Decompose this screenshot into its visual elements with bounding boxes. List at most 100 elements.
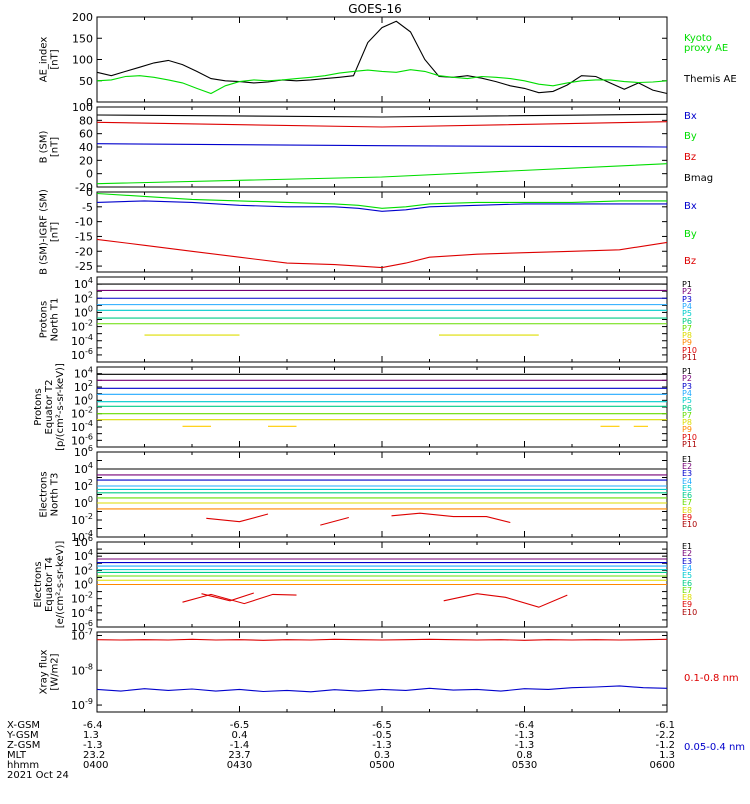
y-axis-label: Equator T2 xyxy=(44,380,55,435)
legend-entry: Bx xyxy=(684,201,697,212)
legend-entry: P1 xyxy=(682,367,692,376)
legend-entry: P8 xyxy=(682,418,692,427)
y-tick-label: -10 xyxy=(75,216,93,229)
footer-cell: 0500 xyxy=(369,760,394,771)
series-segment xyxy=(206,513,269,523)
series-line xyxy=(96,113,668,118)
y-axis-label: [e/(cm²-s-sr-keV)] xyxy=(55,541,66,629)
legend-entry: P11 xyxy=(682,440,697,449)
y-tick-label: 150 xyxy=(72,32,93,45)
y-tick-label: 106 xyxy=(74,534,93,549)
series-segment xyxy=(201,592,254,602)
footer-row-label: Z-GSM xyxy=(7,740,40,751)
y-axis-label: Electrons xyxy=(39,471,50,517)
y-tick-label: 10-9 xyxy=(71,697,93,712)
series-segment xyxy=(320,516,349,526)
legend-entry: P5 xyxy=(682,396,692,405)
y-tick-label: 10-2 xyxy=(71,591,93,606)
legend-entry: P4 xyxy=(682,302,692,311)
panel-frame xyxy=(96,631,668,713)
footer-cell: 0430 xyxy=(227,760,252,771)
legend-entry: P4 xyxy=(682,389,692,398)
legend-entry: P2 xyxy=(682,287,692,296)
legend-entry: Bx xyxy=(684,111,697,122)
legend-entry: proxy AE xyxy=(684,43,728,54)
legend-entry: P6 xyxy=(682,404,692,413)
panel-frame xyxy=(96,366,668,448)
series-line xyxy=(96,192,667,209)
footer-row-label: MLT xyxy=(7,750,27,761)
legend-entry: E1 xyxy=(682,542,692,551)
y-axis-label: [nT] xyxy=(50,137,61,157)
legend-entry: E10 xyxy=(682,608,697,617)
y-tick-label: 104 xyxy=(74,461,93,476)
series-segment xyxy=(443,593,568,608)
y-tick-label: 0 xyxy=(86,168,93,181)
y-tick-label: 0 xyxy=(86,186,93,199)
y-tick-label: -15 xyxy=(75,230,93,243)
y-tick-label: 50 xyxy=(79,75,93,88)
series-line xyxy=(96,638,668,641)
footer-cell: 0.4 xyxy=(232,730,248,741)
y-tick-label: 100 xyxy=(72,101,93,114)
y-tick-label: -5 xyxy=(82,201,93,214)
legend-entry: Bz xyxy=(684,152,696,163)
y-tick-label: 200 xyxy=(72,11,93,24)
legend-entry: Kyoto xyxy=(684,33,712,44)
footer-cell: -2.2 xyxy=(655,730,675,741)
footer-cell: 1.3 xyxy=(659,750,675,761)
legend-entry: P3 xyxy=(682,295,692,304)
legend-entry: E6 xyxy=(682,579,692,588)
footer-cell: 0.3 xyxy=(374,750,390,761)
series-line xyxy=(96,121,668,128)
legend-entry: P7 xyxy=(682,411,692,420)
legend-entry: P7 xyxy=(682,324,692,333)
y-tick-label: 100 xyxy=(74,577,93,592)
footer-cell: -6.5 xyxy=(230,720,250,731)
footer-cell: 23.7 xyxy=(228,750,250,761)
legend-entry: E8 xyxy=(682,593,692,602)
footer-row-label: Y-GSM xyxy=(6,730,39,741)
series-line xyxy=(96,163,668,185)
y-tick-label: 100 xyxy=(74,495,93,510)
series-segment xyxy=(182,593,297,605)
footer-row-label: hhmm xyxy=(7,760,39,771)
series-line xyxy=(96,200,667,212)
footer-cell: 0400 xyxy=(83,760,108,771)
legend-entry: P8 xyxy=(682,331,692,340)
y-axis-label: [p/(cm²-s-sr-keV)] xyxy=(55,363,66,451)
footer-cell: -0.5 xyxy=(372,730,392,741)
y-tick-label: 10-2 xyxy=(71,512,93,527)
y-tick-label: 80 xyxy=(79,114,93,127)
legend-entry: E5 xyxy=(682,484,692,493)
y-tick-label: 102 xyxy=(74,478,93,493)
legend-entry: E3 xyxy=(682,557,692,566)
y-tick-label: 100 xyxy=(72,54,93,67)
legend-entry: By xyxy=(684,131,697,142)
panel-frame xyxy=(96,451,668,538)
y-tick-label: 0 xyxy=(86,96,93,109)
legend-entry: P9 xyxy=(682,425,692,434)
y-tick-label: 102 xyxy=(74,562,93,577)
legend-entry: Bz xyxy=(684,256,696,267)
y-tick-label: 40 xyxy=(79,141,93,154)
footer-cell: 23.2 xyxy=(83,750,105,761)
y-axis-label: Equator T4 xyxy=(44,557,55,612)
y-tick-label: 60 xyxy=(79,128,93,141)
panel-frame xyxy=(96,16,668,103)
y-tick-label: 100 xyxy=(74,304,93,319)
footer-cell: -1.3 xyxy=(515,740,535,751)
y-tick-label: 10-7 xyxy=(71,627,93,642)
legend-entry: E3 xyxy=(682,469,692,478)
y-axis-label: [W/m2] xyxy=(50,653,61,690)
legend-entry: P11 xyxy=(682,353,697,362)
footer-cell: 0600 xyxy=(650,760,675,771)
legend-entry: E6 xyxy=(682,491,692,500)
footer-cell: 1.3 xyxy=(83,730,99,741)
y-tick-label: 10-4 xyxy=(71,333,93,348)
